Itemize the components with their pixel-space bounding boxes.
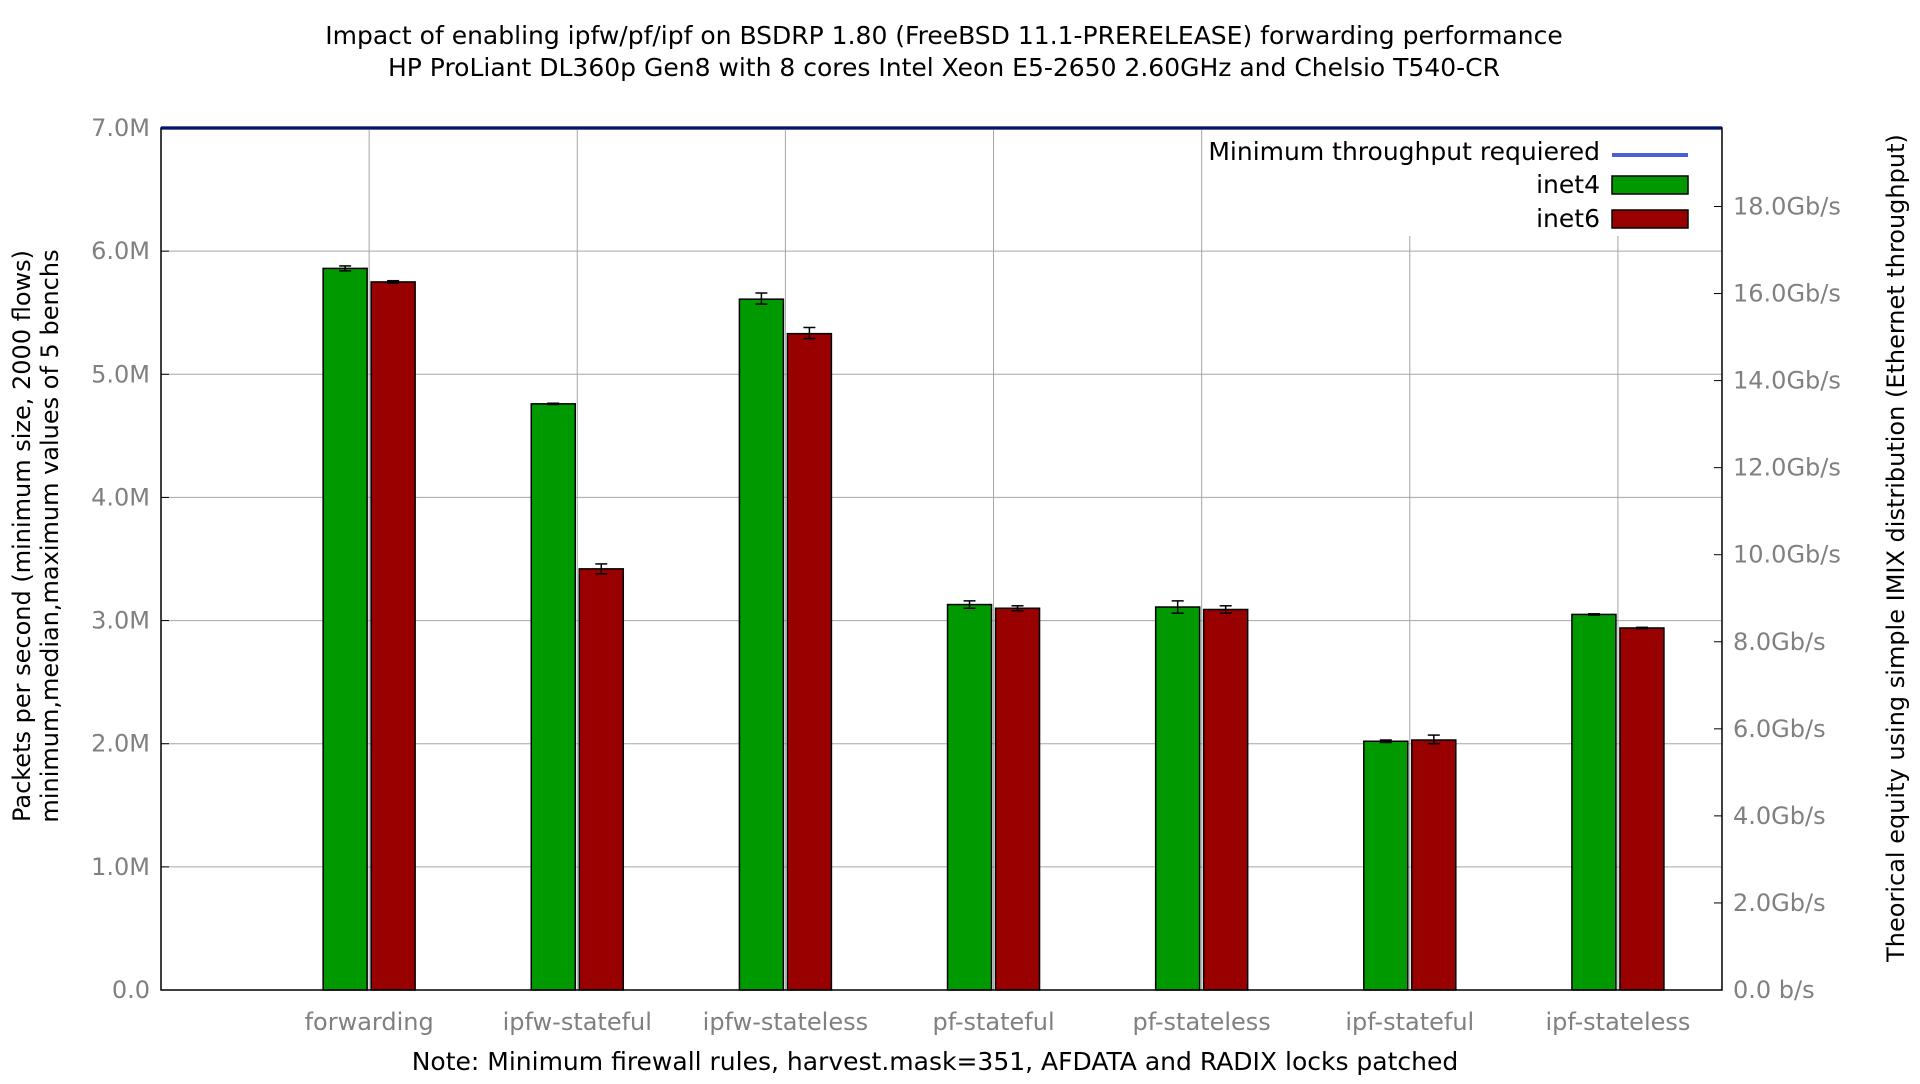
y-tick-label: 1.0M [91, 853, 150, 881]
x-tick-label: ipf-stateful [1345, 1008, 1474, 1036]
bar-inet6 [1619, 627, 1665, 991]
error-bars-group [339, 265, 1648, 745]
bar-inet6 [1411, 739, 1457, 991]
y2-tick-label: 0.0 b/s [1733, 976, 1815, 1004]
bars-group [322, 267, 1665, 991]
y2-tick-label: 14.0Gb/s [1733, 367, 1841, 395]
x-tick-label: pf-stateful [932, 1008, 1054, 1036]
y2-tick-label: 2.0Gb/s [1733, 889, 1826, 917]
y-tick-label: 4.0M [91, 483, 150, 511]
y-tick-label: 7.0M [91, 114, 150, 142]
bar-inet4 [738, 298, 785, 991]
bar-inet4 [322, 267, 368, 991]
grid-lines [161, 127, 1722, 990]
y-axis-label-line1: Packets per second (minimum size, 2000 f… [8, 250, 36, 822]
chart-subtitle: HP ProLiant DL360p Gen8 with 8 cores Int… [388, 53, 1500, 82]
legend: Minimum throughput requiered inet4 inet6 [1208, 137, 1689, 233]
y2-tick-label: 16.0Gb/s [1733, 280, 1841, 308]
y2-tick-label: 12.0Gb/s [1733, 454, 1841, 482]
legend-label-reference: Minimum throughput requiered [1208, 137, 1600, 166]
y2-axis-ticks: 0.0 b/s 2.0Gb/s 4.0Gb/s 6.0Gb/s 8.0Gb/s 10.0G… [1714, 192, 1841, 1004]
plot-frame [160, 127, 1723, 991]
legend-label-inet6: inet6 [1536, 204, 1600, 233]
bar-inet4 [1154, 606, 1201, 991]
bar-inet6 [370, 281, 416, 991]
bar-inet4 [1571, 613, 1617, 991]
bar-inet4 [530, 403, 577, 991]
y2-tick-label: 4.0Gb/s [1733, 802, 1826, 830]
chart-title: Impact of enabling ipfw/pf/ipf on BSDRP … [325, 21, 1562, 50]
legend-swatch-inet4 [1611, 175, 1689, 195]
y2-tick-label: 18.0Gb/s [1733, 192, 1841, 220]
chart-note: Note: Minimum firewall rules, harvest.ma… [412, 1047, 1459, 1076]
y-tick-label: 6.0M [91, 237, 150, 265]
legend-label-inet4: inet4 [1536, 170, 1600, 199]
bar-inet6 [1202, 608, 1249, 991]
bar-inet6 [994, 607, 1041, 991]
x-tick-label: ipfw-stateless [703, 1008, 868, 1036]
y2-tick-label: 6.0Gb/s [1733, 715, 1826, 743]
y2-axis-label: Theorical equity using simple IMIX distr… [1882, 134, 1910, 963]
y-tick-label: 0.0 [112, 976, 150, 1004]
x-tick-label: forwarding [305, 1008, 434, 1036]
y2-tick-label: 8.0Gb/s [1733, 628, 1826, 656]
x-axis-ticks: forwarding ipfw-stateful ipfw-stateless pf-… [305, 1008, 1691, 1036]
y2-tick-label: 10.0Gb/s [1733, 541, 1841, 569]
bar-inet6 [578, 568, 625, 991]
y-tick-label: 3.0M [91, 607, 150, 635]
y-tick-label: 2.0M [91, 730, 150, 758]
y-axis-label-line2: minimum,median,maximum values of 5 bench… [36, 249, 64, 822]
x-tick-label: ipf-stateless [1545, 1008, 1690, 1036]
y-tick-label: 5.0M [91, 360, 150, 388]
x-tick-label: ipfw-stateful [503, 1008, 652, 1036]
legend-swatch-inet6 [1611, 209, 1689, 229]
x-tick-label: pf-stateless [1133, 1008, 1271, 1036]
bar-inet6 [786, 332, 833, 991]
y-axis-ticks: 0.0 1.0M 2.0M 3.0M 4.0M 5.0M 6.0M 7.0M [91, 114, 169, 1004]
bar-inet4 [1363, 740, 1409, 991]
bar-inet4 [946, 603, 993, 991]
